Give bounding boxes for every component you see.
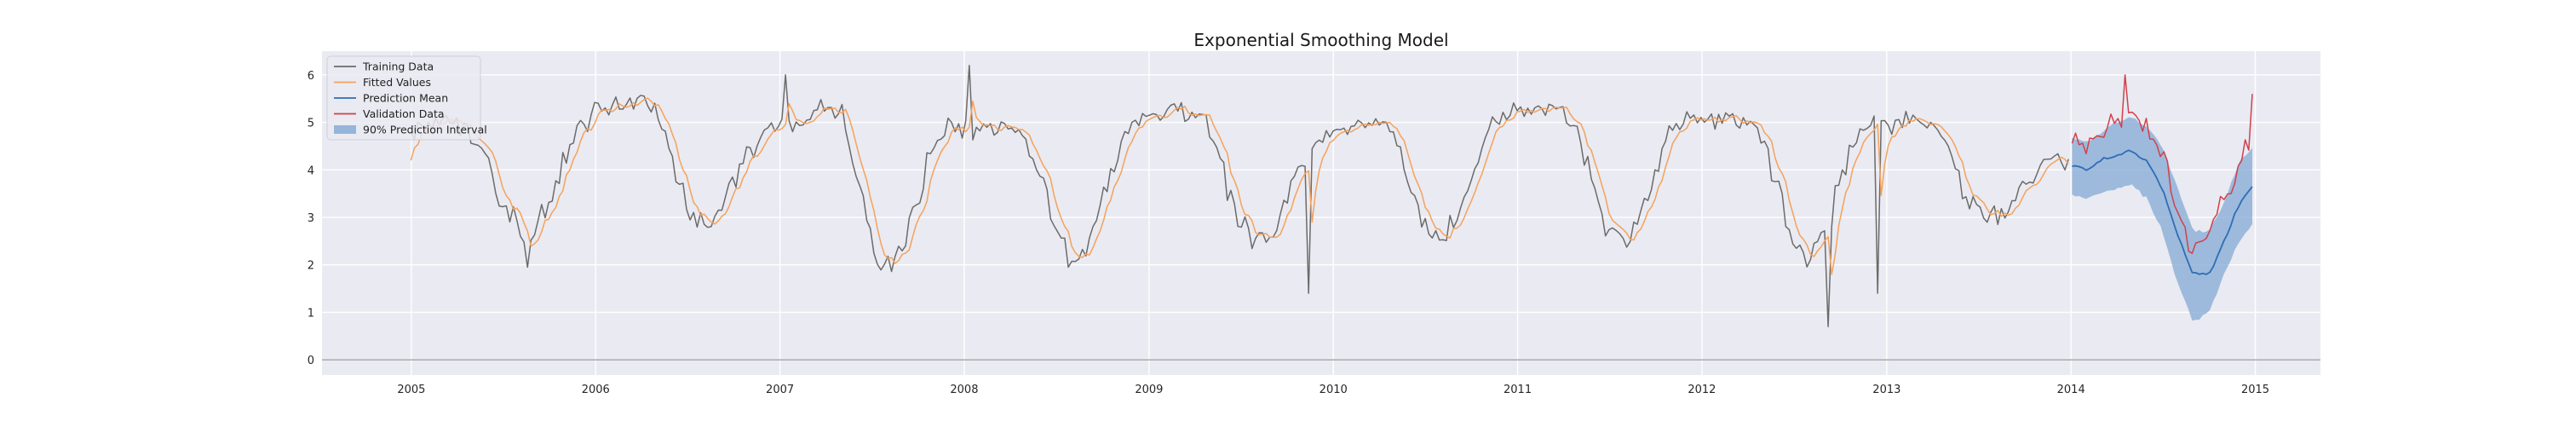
- x-tick-label: 2005: [397, 384, 425, 396]
- series-layer: [410, 64, 2253, 327]
- y-tick-label: 5: [308, 118, 314, 130]
- validation-data-line: [2071, 74, 2253, 254]
- legend-label: Validation Data: [363, 107, 445, 120]
- x-tick-label: 2006: [582, 384, 610, 396]
- legend-label: Fitted Values: [363, 76, 431, 89]
- x-tick-label: 2010: [1320, 384, 1348, 396]
- tick-labels: 0 1 2 3 4 5 6 2005 2006 2007 2008 2009 2010 2011 2012 2…: [308, 70, 2269, 396]
- legend-swatch: [334, 125, 356, 134]
- chart-title: Exponential Smoothing Model: [1193, 30, 1448, 50]
- legend-label: Prediction Mean: [363, 92, 448, 105]
- x-tick-label: 2015: [2241, 384, 2269, 396]
- x-tick-label: 2007: [766, 384, 794, 396]
- prediction-mean-line: [2072, 149, 2253, 275]
- y-tick-label: 6: [308, 70, 314, 83]
- x-tick-label: 2011: [1504, 384, 1532, 396]
- plot-area: [322, 51, 2320, 375]
- x-tick-label: 2014: [2057, 384, 2085, 396]
- y-tick-label: 4: [308, 165, 314, 177]
- y-tick-label: 2: [308, 260, 314, 273]
- training-data-line: [410, 64, 2069, 327]
- x-tick-label: 2009: [1135, 384, 1163, 396]
- prediction-interval-layer: [2072, 117, 2252, 321]
- legend-label: 90% Prediction Interval: [363, 124, 487, 136]
- grid: [322, 51, 2320, 375]
- y-tick-label: 3: [308, 212, 314, 225]
- prediction-interval-band: [2072, 117, 2252, 321]
- fitted-values-line: [410, 97, 2069, 275]
- x-tick-label: 2012: [1688, 384, 1716, 396]
- x-tick-label: 2008: [950, 384, 978, 396]
- legend-box: [326, 55, 481, 141]
- legend-label: Training Data: [362, 61, 434, 73]
- y-tick-label: 1: [308, 307, 314, 320]
- x-tick-label: 2013: [1872, 384, 1900, 396]
- legend: Training Data Fitted Values Prediction Mea…: [326, 55, 487, 141]
- y-tick-label: 0: [308, 355, 314, 367]
